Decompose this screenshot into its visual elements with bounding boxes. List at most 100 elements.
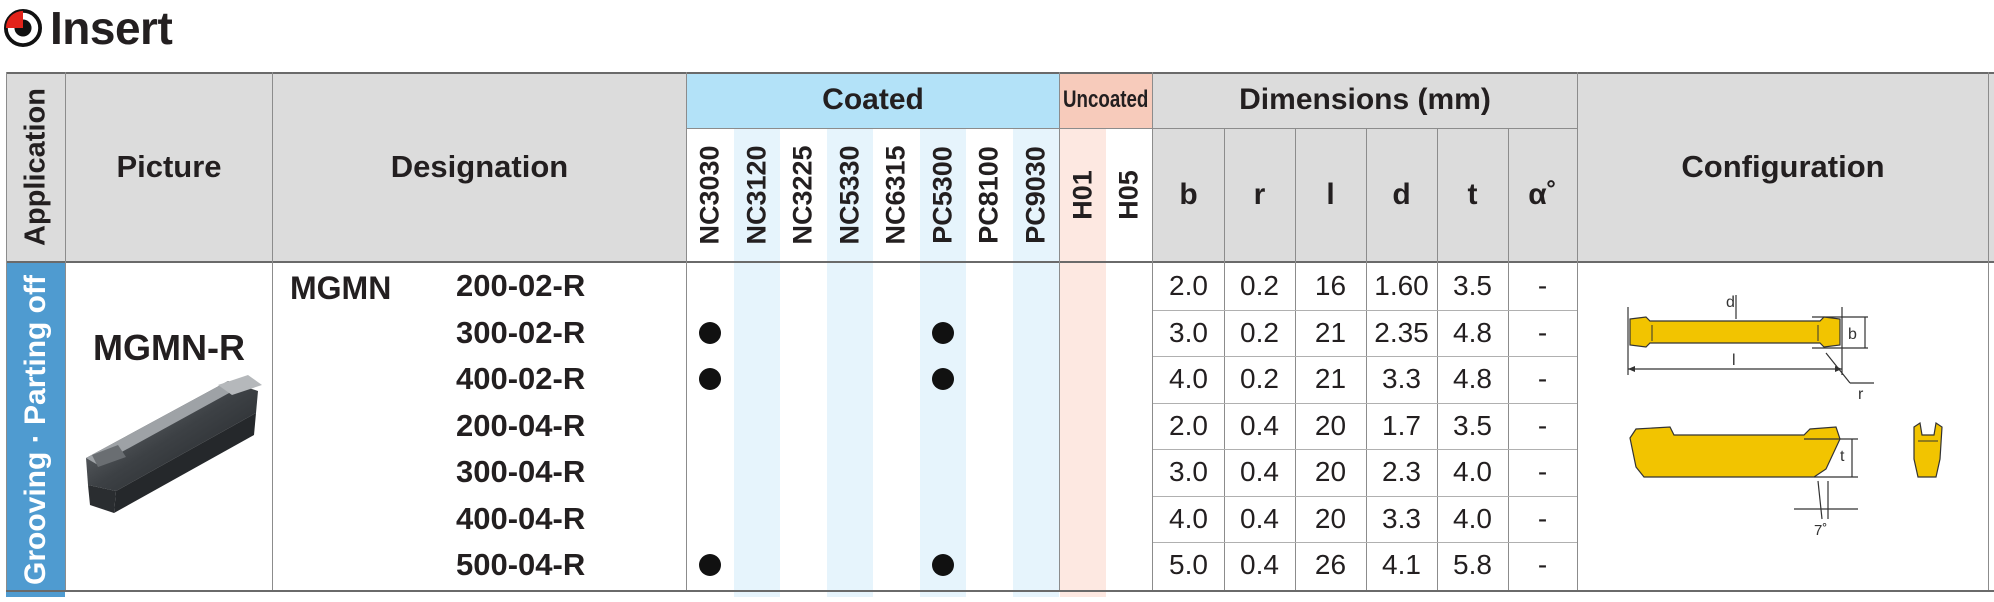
dimension-value-l: 20 xyxy=(1314,456,1347,488)
dimension-value-d: 4.1 xyxy=(1382,549,1421,581)
dimension-divider xyxy=(1508,129,1509,592)
stock-dot-icon xyxy=(931,554,954,577)
dimensions-header-cell: Dimensions (mm) xyxy=(1153,72,1577,128)
dimension-value-d: 2.3 xyxy=(1382,456,1421,488)
dimension-value-b: 4.0 xyxy=(1169,363,1208,395)
dimension-value-alpha: - xyxy=(1537,456,1548,488)
dimension-value-r: 0.4 xyxy=(1240,502,1279,534)
row-divider xyxy=(1153,402,1577,404)
column-divider xyxy=(1059,72,1060,592)
column-divider xyxy=(65,72,66,592)
designation-code: 300-04-R xyxy=(456,454,586,489)
dimensions-header: Dimensions (mm) xyxy=(1239,83,1491,116)
dimension-header-3: l xyxy=(1295,129,1366,261)
row-divider xyxy=(1153,495,1577,497)
grade-header-nc6315: NC6315 xyxy=(880,145,911,245)
grade-header-cell: NC3120 xyxy=(733,129,780,261)
dimension-divider xyxy=(1295,129,1296,592)
application-cell: Grooving · Parting off xyxy=(6,263,65,597)
row-divider xyxy=(1153,356,1577,357)
stock-dot-icon xyxy=(699,554,722,577)
dimension-value-t: 3.5 xyxy=(1453,270,1492,302)
page-title: Insert xyxy=(50,2,173,54)
dimension-value-t: 4.0 xyxy=(1453,456,1492,488)
grade-header-h01: H01 xyxy=(1067,170,1098,220)
dimension-value-r: 0.4 xyxy=(1240,456,1279,488)
row-divider xyxy=(1153,309,1577,311)
insert-configuration-diagram: d b l r t 7˚ xyxy=(1627,294,1943,539)
dimension-value-r: 0.4 xyxy=(1240,549,1279,581)
column-divider xyxy=(1577,72,1578,592)
uncoated-header: Uncoated xyxy=(1063,86,1149,113)
dimension-value-l: 20 xyxy=(1314,502,1347,534)
dimension-value-t: 4.8 xyxy=(1453,316,1492,348)
designation-code: 500-04-R xyxy=(456,547,586,582)
grade-header-nc3120: NC3120 xyxy=(741,145,772,245)
coated-header-cell: Coated xyxy=(687,72,1059,128)
grade-column-tint xyxy=(826,263,873,597)
dimension-value-d: 3.3 xyxy=(1382,502,1421,534)
diagram-label-r: r xyxy=(1858,386,1864,403)
dimension-value-alpha: - xyxy=(1537,502,1548,534)
picture-label: MGMN-R xyxy=(93,327,245,368)
dimension-value-alpha: - xyxy=(1537,549,1548,581)
application-value: Grooving · Parting off xyxy=(18,275,52,585)
stock-dot-icon xyxy=(931,368,954,391)
dimension-value-b: 3.0 xyxy=(1169,456,1208,488)
dimension-value-r: 0.2 xyxy=(1240,270,1279,302)
picture-header: Picture xyxy=(116,149,222,184)
dimension-value-r: 0.2 xyxy=(1240,363,1279,395)
dimension-header-1: b xyxy=(1153,129,1224,261)
column-divider xyxy=(272,72,273,592)
dimension-header-4: d xyxy=(1366,129,1437,261)
dimension-header-5: t xyxy=(1437,129,1508,261)
dim-divider xyxy=(1153,128,1577,129)
dimension-value-l: 21 xyxy=(1314,316,1347,348)
insert-table: Application Picture Designation Coated U… xyxy=(6,72,1994,597)
diagram-label-b: b xyxy=(1848,326,1857,343)
table-top-border xyxy=(6,72,1994,74)
dimension-value-t: 5.8 xyxy=(1453,549,1492,581)
grade-header-nc3225: NC3225 xyxy=(787,145,818,245)
grade-header-nc3030: NC3030 xyxy=(694,145,725,245)
designation-header: Designation xyxy=(390,149,569,184)
grade-header-nc5330: NC5330 xyxy=(834,145,865,245)
dimension-value-l: 16 xyxy=(1314,270,1347,302)
designation-code: 400-04-R xyxy=(456,500,586,536)
grade-header-cell: PC5300 xyxy=(919,129,966,261)
dimension-value-b: 2.0 xyxy=(1169,409,1208,441)
dimension-value-t: 4.8 xyxy=(1453,363,1492,395)
band-divider xyxy=(687,128,1153,129)
grade-header-cell: PC8100 xyxy=(966,129,1013,261)
dimension-value-d: 2.35 xyxy=(1374,316,1429,348)
stock-dot-icon xyxy=(699,368,722,391)
grade-header-h05: H05 xyxy=(1113,170,1144,220)
designation-code: 300-02-R xyxy=(456,314,586,350)
dimension-value-t: 4.0 xyxy=(1453,502,1492,534)
dimension-value-b: 2.0 xyxy=(1169,270,1208,302)
dimension-value-b: 3.0 xyxy=(1169,316,1208,348)
dimension-divider xyxy=(1437,129,1438,592)
dimension-value-b: 4.0 xyxy=(1169,502,1208,534)
grade-header-pc8100: PC8100 xyxy=(973,146,1004,244)
grade-column-tint xyxy=(1012,263,1059,597)
grade-column-tint xyxy=(919,263,966,597)
table-left-border xyxy=(6,72,7,592)
diagram-label-t: t xyxy=(1840,448,1845,465)
coated-header: Coated xyxy=(822,83,924,116)
dimension-value-t: 3.5 xyxy=(1453,409,1492,441)
configuration-header-cell: Configuration xyxy=(1578,72,1988,262)
dimension-value-d: 1.60 xyxy=(1374,270,1429,302)
stock-cell xyxy=(920,310,967,357)
column-divider xyxy=(686,72,687,592)
stock-dot-icon xyxy=(699,321,722,344)
configuration-header: Configuration xyxy=(1681,149,1885,184)
grade-header-cell: NC3030 xyxy=(687,129,734,261)
dimension-value-l: 21 xyxy=(1314,363,1347,395)
diagram-label-angle: 7˚ xyxy=(1814,522,1827,539)
diagram-label-l: l xyxy=(1732,352,1736,369)
stock-cell xyxy=(687,542,734,589)
row-divider xyxy=(1153,542,1577,543)
table-bottom-border xyxy=(6,590,1994,592)
header-bottom-border xyxy=(6,261,1994,263)
